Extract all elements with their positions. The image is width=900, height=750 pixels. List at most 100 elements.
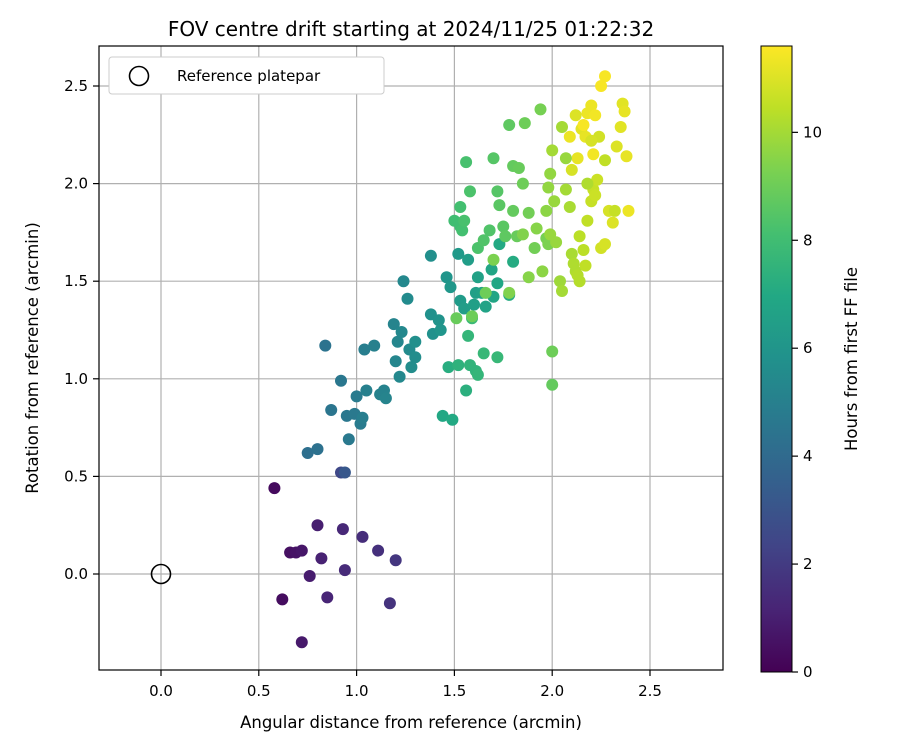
data-point bbox=[589, 109, 602, 122]
data-point bbox=[491, 277, 504, 290]
colorbar-tick-label: 8 bbox=[803, 231, 813, 249]
data-point bbox=[573, 230, 586, 243]
data-point bbox=[319, 339, 332, 352]
data-point bbox=[342, 433, 355, 446]
x-tick-label: 2.5 bbox=[638, 682, 662, 700]
y-tick-label: 1.5 bbox=[64, 272, 88, 290]
data-point bbox=[424, 249, 437, 262]
data-point bbox=[471, 368, 484, 381]
data-point bbox=[599, 70, 611, 83]
data-point bbox=[618, 105, 631, 118]
data-point bbox=[356, 411, 369, 424]
data-point bbox=[599, 154, 611, 167]
legend-entry-reference: Reference platepar bbox=[177, 67, 321, 85]
data-point bbox=[321, 591, 334, 604]
data-point bbox=[573, 275, 586, 288]
data-point bbox=[591, 173, 604, 186]
data-point bbox=[554, 275, 566, 288]
data-point bbox=[434, 324, 447, 336]
data-point bbox=[563, 130, 576, 143]
data-point bbox=[599, 238, 611, 251]
data-point bbox=[544, 167, 557, 180]
data-point bbox=[503, 286, 516, 299]
data-point bbox=[491, 185, 504, 198]
colorbar-tick-label: 4 bbox=[803, 447, 813, 465]
x-tick-label: 1.0 bbox=[345, 682, 369, 700]
data-point bbox=[466, 310, 478, 323]
data-point bbox=[534, 103, 547, 116]
data-point bbox=[595, 80, 608, 92]
data-point bbox=[544, 228, 557, 241]
reference-platepar-marker bbox=[150, 563, 172, 585]
data-point bbox=[497, 220, 510, 233]
data-point bbox=[468, 298, 480, 311]
data-point bbox=[391, 335, 404, 348]
data-point bbox=[587, 148, 600, 161]
y-tick-label: 2.0 bbox=[64, 175, 88, 193]
x-axis-label: Angular distance from reference (arcmin) bbox=[240, 713, 582, 732]
data-point bbox=[548, 195, 561, 208]
data-point bbox=[295, 636, 308, 649]
data-point bbox=[483, 224, 496, 237]
data-point bbox=[311, 443, 324, 456]
data-point bbox=[622, 204, 635, 217]
data-point bbox=[446, 413, 459, 426]
data-point bbox=[368, 339, 381, 352]
data-point bbox=[462, 253, 475, 266]
colorbar-label: Hours from first FF file bbox=[842, 267, 861, 451]
data-point bbox=[507, 204, 520, 217]
data-point bbox=[491, 351, 504, 364]
data-point bbox=[522, 206, 535, 219]
colorbar-tick-label: 10 bbox=[803, 123, 822, 141]
data-point bbox=[540, 204, 553, 217]
data-point bbox=[608, 204, 621, 217]
data-point bbox=[338, 564, 351, 577]
colorbar-gradient bbox=[760, 45, 793, 673]
x-axis: 0.0 0.5 1.0 1.5 2.0 2.5 bbox=[149, 670, 662, 700]
data-point bbox=[335, 374, 347, 387]
data-point bbox=[579, 259, 592, 272]
data-point bbox=[356, 530, 369, 543]
data-point bbox=[432, 314, 445, 327]
legend: Reference platepar bbox=[108, 56, 385, 95]
data-point bbox=[436, 409, 449, 422]
data-point bbox=[606, 216, 619, 229]
data-point bbox=[301, 447, 314, 459]
data-point bbox=[338, 466, 351, 479]
y-tick-label: 1.0 bbox=[64, 370, 88, 388]
data-point bbox=[546, 345, 559, 358]
data-point bbox=[479, 300, 492, 313]
data-point bbox=[315, 552, 328, 565]
data-point bbox=[546, 144, 559, 157]
data-point bbox=[528, 242, 541, 254]
y-axis-label: Rotation from reference (arcmin) bbox=[23, 222, 42, 494]
data-point bbox=[462, 329, 475, 342]
data-point bbox=[460, 384, 473, 397]
data-point bbox=[360, 384, 373, 397]
data-point bbox=[559, 152, 572, 165]
data-point bbox=[499, 230, 512, 243]
data-point bbox=[516, 228, 529, 241]
data-point bbox=[610, 140, 623, 153]
data-point bbox=[387, 318, 400, 331]
data-point bbox=[493, 199, 506, 212]
legend-box bbox=[108, 56, 385, 95]
data-point bbox=[512, 162, 525, 174]
y-tick-label: 0.0 bbox=[64, 565, 88, 583]
data-point bbox=[393, 370, 406, 383]
colorbar-tick-label: 0 bbox=[803, 663, 813, 681]
data-point bbox=[389, 355, 402, 368]
data-point bbox=[487, 152, 500, 165]
data-point bbox=[454, 201, 467, 213]
data-point bbox=[395, 326, 408, 338]
data-point bbox=[546, 378, 559, 391]
data-point bbox=[563, 201, 576, 213]
data-point bbox=[303, 570, 316, 582]
plot-frame bbox=[98, 45, 724, 671]
data-point bbox=[268, 482, 281, 495]
data-point bbox=[577, 119, 590, 131]
data-point bbox=[522, 271, 535, 284]
data-point bbox=[556, 121, 568, 133]
data-point bbox=[401, 292, 414, 305]
data-point bbox=[383, 597, 396, 610]
